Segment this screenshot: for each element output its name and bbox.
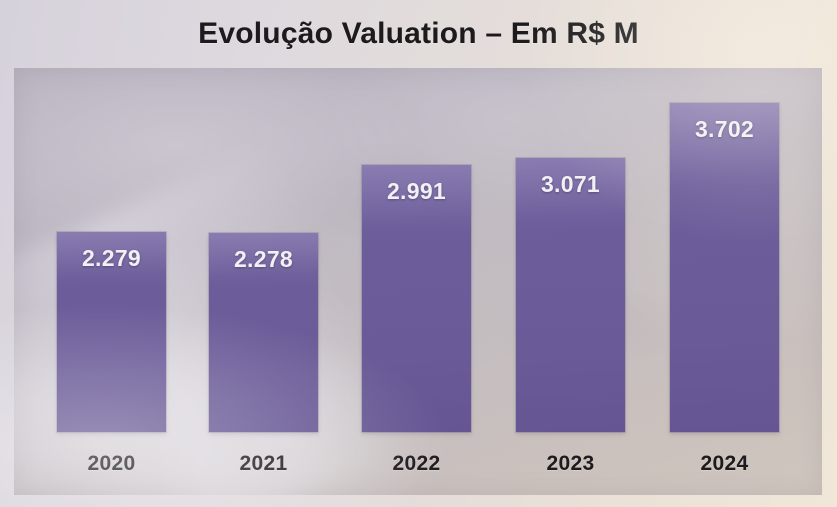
bar-group-2024: 3.702: [670, 103, 779, 432]
category-label-2024: 2024: [700, 452, 749, 475]
bar-2022[interactable]: 2.991: [362, 165, 471, 432]
bar-value-label-2020: 2.279: [81, 245, 142, 271]
bar-2021[interactable]: 2.278: [209, 233, 318, 432]
bar-value-label-2023: 3.071: [540, 171, 601, 197]
plot-area: 2.279 2.278 2.991 3.071: [14, 68, 822, 495]
bar-value-label-2021: 2.278: [233, 246, 294, 272]
bar-group-2021: 2.278: [209, 233, 318, 432]
category-label-2021: 2021: [239, 452, 288, 475]
bar-2023[interactable]: 3.071: [516, 158, 625, 432]
chart-title: Evolução Valuation – Em R$ M: [198, 17, 639, 50]
chart-panel: 2.279 2.278 2.991 3.071: [14, 68, 822, 495]
bar-value-label-2022: 2.991: [386, 178, 447, 204]
bar-group-2020: 2.279: [57, 232, 166, 432]
category-label-2022: 2022: [392, 452, 441, 475]
category-label-2020: 2020: [87, 452, 136, 475]
category-label-2023: 2023: [546, 452, 595, 475]
bar-group-2023: 3.071: [516, 158, 625, 432]
bar-value-label-2024: 3.702: [694, 116, 755, 142]
bar-2020[interactable]: 2.279: [57, 232, 166, 432]
bar-2024[interactable]: 3.702: [670, 103, 779, 432]
bar-group-2022: 2.991: [362, 165, 471, 432]
